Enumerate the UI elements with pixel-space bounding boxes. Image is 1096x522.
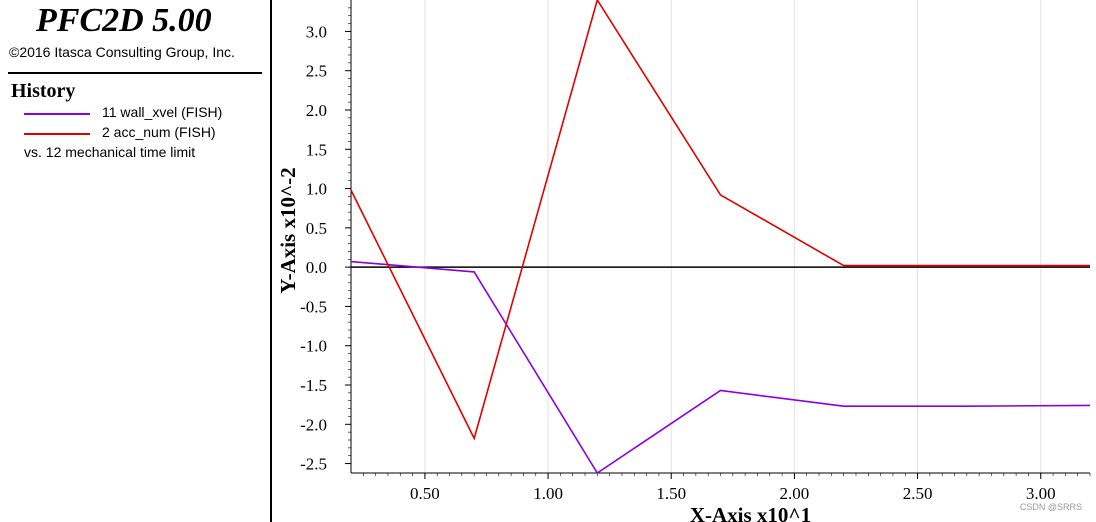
history-chart: 3.0 2.5 2.0 1.5 1.0 0.5 0.0 -0.5 -1.0 -1.5 -2.0 -2.…: [276, 0, 1091, 522]
y-tick-label: -2.0: [300, 415, 327, 434]
x-tick-label: 2.50: [903, 484, 933, 503]
y-tick-label: -0.5: [300, 297, 327, 316]
x-variable-label: vs. 12 mechanical time limit: [24, 144, 196, 160]
y-tick-label: 2.5: [306, 62, 327, 81]
y-tick-label: -1.0: [300, 337, 327, 356]
y-tick-label: 1.5: [306, 140, 327, 159]
title-divider: [8, 72, 262, 74]
x-axis-title: X-Axis x10^1: [690, 503, 811, 522]
copyright-notice: ©2016 Itasca Consulting Group, Inc.: [9, 44, 235, 60]
y-tick-label: 2.0: [306, 101, 327, 120]
legend-swatch-wall-xvel: [24, 113, 90, 115]
legend-label-acc-num: 2 acc_num (FISH): [102, 124, 216, 140]
series-line-acc-num: [350, 0, 1090, 441]
legend-swatch-acc-num: [24, 133, 90, 135]
x-tick-label: 0.50: [410, 484, 440, 503]
x-tick-label: 1.00: [533, 484, 563, 503]
series-layer: [350, 0, 1091, 475]
y-tick-label: 0.5: [306, 219, 327, 238]
y-tick-label: 3.0: [306, 22, 327, 41]
watermark: CSDN @SRRS: [1019, 502, 1082, 512]
y-axis-title: Y-Axis x10^-2: [276, 167, 300, 293]
y-tick-label: 1.0: [306, 180, 327, 199]
legend-panel: PFC2D 5.00 ©2016 Itasca Consulting Group…: [0, 0, 272, 522]
series-line-wall-xvel: [350, 260, 1091, 475]
y-tick-label: 0.0: [306, 258, 327, 277]
y-tick-label: -1.5: [300, 376, 327, 395]
grid-layer: [424, 0, 1042, 473]
x-tick-label: 2.00: [780, 484, 810, 503]
legend-label-wall-xvel: 11 wall_xvel (FISH): [102, 104, 223, 120]
history-heading: History: [11, 80, 76, 102]
x-tick-label: 1.50: [656, 484, 686, 503]
x-tick-label: 3.00: [1026, 484, 1056, 503]
y-tick-label: -2.5: [300, 455, 327, 474]
app-title: PFC2D 5.00: [36, 2, 212, 39]
axes-layer: 3.0 2.5 2.0 1.5 1.0 0.5 0.0 -0.5 -1.0 -1.5 -2.0 -2.…: [300, 0, 1091, 503]
